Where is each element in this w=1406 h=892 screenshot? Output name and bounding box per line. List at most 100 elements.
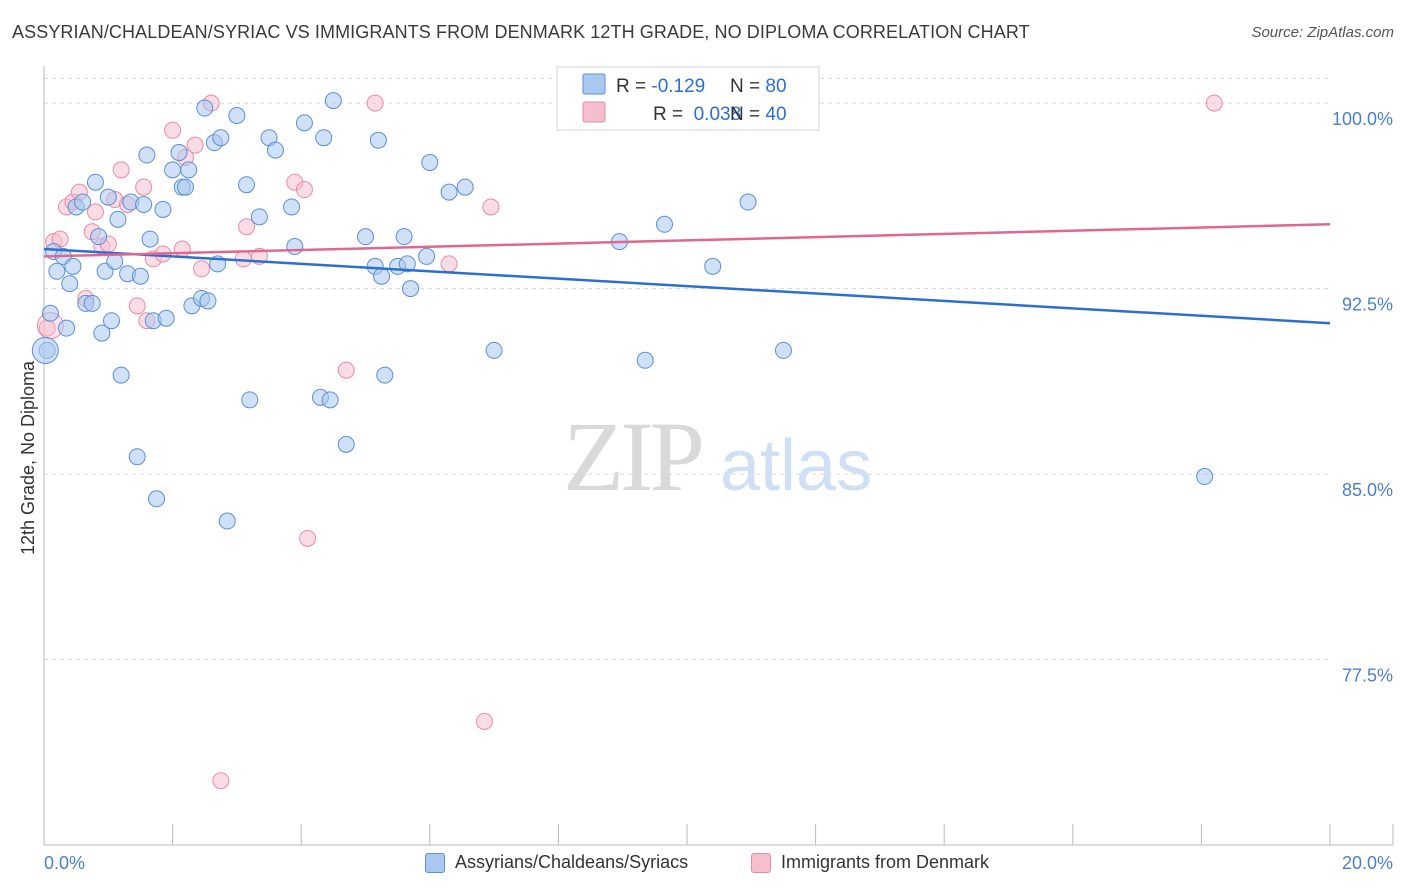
gridlines — [44, 77, 1330, 661]
assyrian-point — [180, 161, 198, 179]
legend-label-denmark: Immigrants from Denmark — [781, 852, 990, 872]
assyrian-point — [138, 146, 156, 164]
assyrian-point — [241, 391, 259, 409]
assyrian-point — [418, 247, 436, 265]
svg-text:N = 40: N = 40 — [730, 104, 787, 125]
denmark-point — [440, 255, 458, 273]
assyrian-point — [199, 292, 217, 310]
y-tick-labels: 77.5% 85.0% 92.5% 100.0% — [1332, 109, 1393, 685]
denmark-point — [128, 297, 146, 315]
assyrian-point — [86, 173, 104, 191]
assyrian-point — [456, 178, 474, 196]
assyrian-point — [48, 262, 66, 280]
assyrian-point — [238, 176, 256, 194]
denmark-point — [475, 712, 493, 730]
watermark-atlas: atlas — [720, 426, 872, 506]
y-tick-label: 85.0% — [1342, 480, 1393, 500]
assyrian-point — [655, 215, 673, 233]
assyrian-point — [170, 144, 188, 162]
assyrian-point — [196, 99, 214, 117]
assyrian-point — [74, 193, 92, 211]
denmark-point — [482, 198, 500, 216]
x-tick-label-max: 20.0% — [1342, 853, 1393, 873]
watermark: ZIP atlas — [563, 401, 872, 512]
x-tick-label-min: 0.0% — [44, 853, 85, 873]
assyrian-point — [58, 319, 76, 337]
assyrian-point — [704, 257, 722, 275]
denmark-trend-line — [43, 223, 1331, 258]
legend-n-label-1: N = — [730, 76, 765, 97]
assyrian-point — [485, 341, 503, 359]
legend-swatch-assyrians — [425, 852, 445, 873]
chart-title: ASSYRIAN/CHALDEAN/SYRIAC VS IMMIGRANTS F… — [12, 22, 1030, 42]
denmark-point — [212, 772, 230, 790]
assyrian-point — [376, 366, 394, 384]
assyrian-point — [99, 188, 117, 206]
denmark-point — [1205, 94, 1223, 112]
denmark-point — [193, 260, 211, 278]
assyrian-point — [398, 255, 416, 273]
assyrian-point — [228, 106, 246, 124]
legend-pink-swatch — [582, 101, 606, 123]
legend-n-value-2: 40 — [765, 104, 786, 125]
assyrian-point — [141, 230, 159, 248]
y-tick-label: 92.5% — [1342, 295, 1393, 315]
assyrian-point — [109, 210, 127, 228]
assyrian-point — [286, 238, 304, 256]
assyrian-point — [61, 275, 79, 293]
assyrians-chaldeans-syriacs-points — [31, 92, 1214, 530]
assyrian-point — [395, 228, 413, 246]
assyrian-point — [131, 267, 149, 285]
assyrian-point — [103, 312, 121, 330]
assyrian-point — [636, 351, 654, 369]
assyrian-point — [421, 153, 439, 171]
assyrian-point — [739, 193, 757, 211]
assyrian-point — [373, 267, 391, 285]
legend-n-value-1: 80 — [765, 76, 786, 97]
legend-r-value-2: 0.038 — [688, 104, 741, 125]
assyrian-point — [64, 257, 82, 275]
y-tick-label: 77.5% — [1342, 666, 1393, 686]
assyrian-point — [402, 280, 420, 298]
assyrian-point — [315, 129, 333, 147]
legend-item-assyrians: Assyrians/Chaldeans/Syriacs — [425, 852, 688, 873]
assyrian-point — [128, 448, 146, 466]
assyrian-point — [283, 198, 301, 216]
assyrian-point — [176, 178, 194, 196]
assyrian-point — [337, 435, 355, 453]
assyrian-point — [250, 208, 268, 226]
assyrian-point — [1196, 468, 1214, 486]
assyrian-point — [774, 341, 792, 359]
denmark-point — [295, 181, 313, 199]
assyrian-point — [148, 490, 166, 508]
assyrian-point — [90, 228, 108, 246]
legend-n-label-2: N = — [730, 104, 765, 125]
assyrian-point — [266, 141, 284, 159]
assyrian-point — [112, 366, 130, 384]
denmark-point — [173, 240, 191, 258]
legend-bottom: Assyrians/Chaldeans/Syriacs Immigrants f… — [0, 852, 1406, 878]
assyrian-point — [157, 309, 175, 327]
assyrian-point — [324, 92, 342, 110]
assyrian-point — [164, 161, 182, 179]
assyrian-point — [41, 304, 59, 322]
legend-label-assyrians: Assyrians/Chaldeans/Syriacs — [455, 852, 689, 872]
x-tick-labels: 0.0% 20.0% — [44, 853, 1393, 873]
denmark-point — [234, 250, 252, 268]
legend-item-denmark: Immigrants from Denmark — [751, 852, 989, 873]
legend-swatch-denmark — [751, 852, 771, 873]
assyrian-point — [154, 200, 172, 218]
assyrian-trend-line — [43, 247, 1331, 325]
svg-text:N = 80: N = 80 — [730, 76, 787, 97]
denmark-point — [86, 203, 104, 221]
legend-r-value-1: -0.129 — [651, 76, 705, 97]
watermark-zip: ZIP — [563, 401, 701, 512]
y-tick-label: 100.0% — [1332, 109, 1393, 129]
denmark-point — [337, 361, 355, 379]
legend-blue-swatch — [582, 73, 606, 95]
assyrian-point — [321, 391, 339, 409]
assyrian-point — [135, 195, 153, 213]
assyrian-point — [212, 129, 230, 147]
denmark-point — [164, 121, 182, 139]
